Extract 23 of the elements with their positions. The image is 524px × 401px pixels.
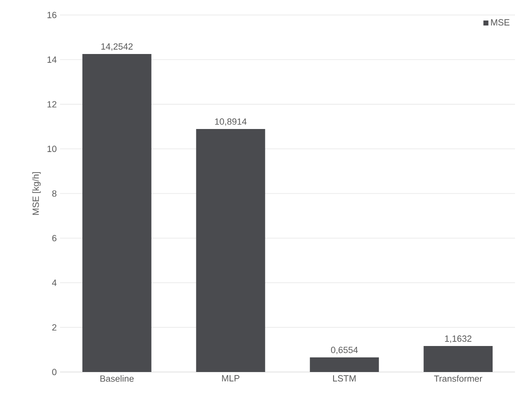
data-label: 14,2542	[101, 43, 133, 51]
legend-label: MSE	[491, 19, 510, 26]
data-label: 1,1632	[445, 335, 472, 343]
y-tick-label: 8	[52, 190, 56, 197]
y-tick-label: 14	[48, 56, 57, 63]
y-tick-label: 2	[52, 324, 56, 331]
y-tick-label: 0	[52, 368, 56, 376]
data-label: 0,6554	[331, 346, 358, 354]
bar	[424, 346, 493, 372]
y-tick-label: 10	[48, 146, 56, 152]
x-tick-label: Baseline	[100, 375, 134, 382]
bar	[82, 54, 152, 372]
bar	[196, 128, 266, 372]
y-tick-label: 16	[48, 12, 56, 18]
y-tick-label: 6	[52, 234, 56, 242]
y-axis-title: MSE [kg/h]	[32, 172, 41, 215]
bar	[310, 357, 379, 372]
x-tick-label: Transformer	[434, 375, 482, 382]
x-tick-label: LSTM	[333, 375, 356, 382]
x-tick-label: MLP	[222, 375, 240, 382]
data-label: 10,8914	[215, 118, 247, 126]
y-tick-label: 12	[48, 101, 56, 108]
y-tick-label: 4	[52, 280, 57, 286]
